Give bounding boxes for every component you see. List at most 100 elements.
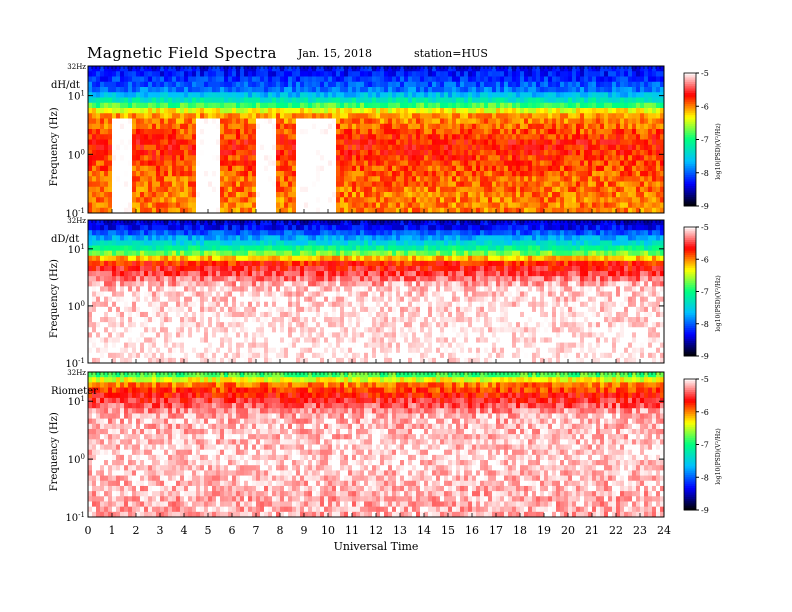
psd-cell <box>400 176 405 182</box>
psd-cell <box>116 129 121 135</box>
psd-cell <box>228 139 233 146</box>
psd-cell <box>256 76 261 83</box>
psd-cell <box>244 144 249 151</box>
psd-cell <box>528 207 533 214</box>
psd-cell <box>488 186 493 193</box>
psd-cell <box>124 81 129 88</box>
psd-cell <box>544 87 549 93</box>
psd-cell <box>612 87 617 93</box>
colorbar-segment <box>684 130 696 134</box>
psd-cell <box>448 139 453 146</box>
psd-cell <box>620 92 625 98</box>
psd-cell <box>532 97 537 104</box>
psd-cell <box>88 291 93 298</box>
psd-cell <box>164 102 169 109</box>
psd-cell <box>196 87 201 93</box>
psd-cell <box>140 123 145 130</box>
psd-cell <box>92 123 97 130</box>
psd-cell <box>640 186 645 193</box>
psd-cell <box>184 301 189 308</box>
psd-cell <box>176 271 181 277</box>
psd-cell <box>96 255 101 262</box>
psd-cell <box>260 181 265 188</box>
psd-cell <box>444 123 449 130</box>
psd-cell <box>384 66 389 72</box>
psd-cell <box>216 113 221 119</box>
psd-cell <box>256 160 261 167</box>
psd-cell <box>408 102 413 109</box>
psd-cell <box>356 176 361 182</box>
psd-cell <box>140 113 145 119</box>
psd-cell <box>412 92 417 98</box>
psd-cell <box>156 281 161 287</box>
psd-cell <box>208 207 213 214</box>
psd-cell <box>172 245 177 252</box>
psd-cell <box>116 165 121 172</box>
psd-cell <box>232 202 237 209</box>
psd-cell <box>164 240 169 246</box>
psd-cell <box>516 202 521 209</box>
psd-cell <box>432 155 437 161</box>
psd-cell <box>376 197 381 203</box>
psd-cell <box>604 192 609 198</box>
psd-cell <box>192 123 197 130</box>
psd-cell <box>336 181 341 188</box>
psd-cell <box>324 66 329 72</box>
psd-cell <box>472 81 477 88</box>
psd-cell <box>236 192 241 198</box>
psd-cell <box>548 144 553 151</box>
psd-cell <box>576 160 581 167</box>
psd-cell <box>324 155 329 161</box>
psd-cell <box>572 129 577 135</box>
psd-cell <box>464 118 469 125</box>
psd-cell <box>196 150 201 156</box>
psd-cell <box>368 155 373 161</box>
psd-cell <box>416 176 421 182</box>
psd-cell <box>660 202 665 209</box>
psd-cell <box>196 192 201 198</box>
psd-cell <box>264 81 269 88</box>
psd-cell <box>156 207 161 214</box>
psd-cell <box>204 113 209 119</box>
psd-cell <box>136 322 141 328</box>
psd-cell <box>380 181 385 188</box>
psd-cell <box>216 139 221 146</box>
psd-cell <box>428 123 433 130</box>
psd-cell <box>456 160 461 167</box>
psd-cell <box>368 207 373 214</box>
psd-cell <box>388 118 393 125</box>
psd-cell <box>524 207 529 214</box>
psd-cell <box>120 87 125 93</box>
psd-cell <box>300 186 305 193</box>
psd-cell <box>560 118 565 125</box>
psd-cell <box>448 113 453 119</box>
psd-cell <box>584 97 589 104</box>
psd-cell <box>460 197 465 203</box>
psd-cell <box>388 108 393 114</box>
psd-cell <box>156 129 161 135</box>
psd-cell <box>368 66 373 72</box>
psd-cell <box>232 134 237 140</box>
psd-cell <box>376 71 381 77</box>
psd-cell <box>600 176 605 182</box>
psd-cell <box>588 202 593 209</box>
psd-cell <box>288 171 293 177</box>
psd-cell <box>440 207 445 214</box>
psd-cell <box>288 181 293 188</box>
psd-cell <box>520 87 525 93</box>
psd-cell <box>504 134 509 140</box>
psd-cell <box>460 176 465 182</box>
psd-cell <box>160 235 165 241</box>
psd-cell <box>600 186 605 193</box>
psd-cell <box>100 71 105 77</box>
psd-cell <box>412 192 417 198</box>
psd-cell <box>496 197 501 203</box>
psd-cell <box>636 113 641 119</box>
psd-cell <box>484 197 489 203</box>
psd-cell <box>392 207 397 214</box>
psd-cell <box>148 165 153 172</box>
psd-cell <box>140 118 145 125</box>
psd-cell <box>128 197 133 203</box>
psd-cell <box>484 144 489 151</box>
psd-cell <box>176 245 181 252</box>
